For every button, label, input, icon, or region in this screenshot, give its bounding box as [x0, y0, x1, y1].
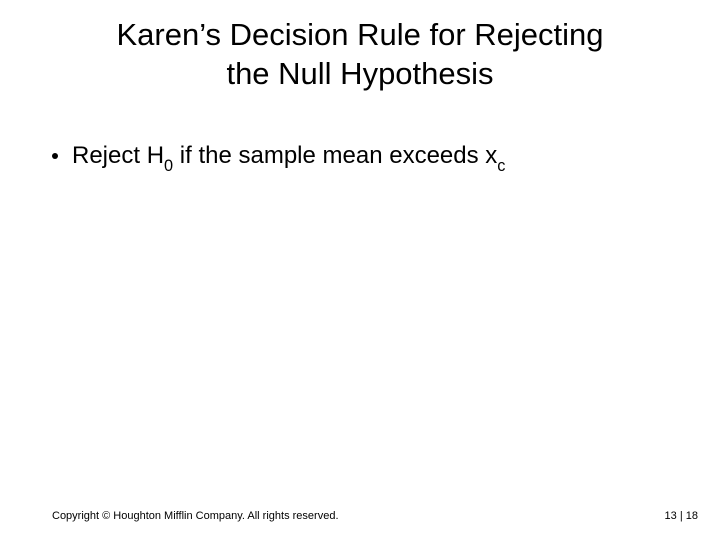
- bullet-mid: if the sample mean exceeds x: [173, 142, 497, 169]
- bullet-dot-icon: [52, 153, 58, 159]
- bullet-sub2: c: [497, 157, 505, 175]
- title-line-1: Karen’s Decision Rule for Rejecting: [116, 17, 603, 52]
- bullet-sub1: 0: [164, 157, 173, 175]
- footer-copyright: Copyright © Houghton Mifflin Company. Al…: [52, 510, 339, 522]
- bullet-pre: Reject H: [72, 142, 164, 169]
- slide: Karen’s Decision Rule for Rejecting the …: [0, 0, 720, 540]
- bullet-list: Reject H0 if the sample mean exceeds xc: [52, 140, 668, 175]
- footer-page-number: 13 | 18: [665, 510, 698, 522]
- slide-title: Karen’s Decision Rule for Rejecting the …: [60, 16, 660, 94]
- title-line-2: the Null Hypothesis: [226, 56, 493, 91]
- bullet-text: Reject H0 if the sample mean exceeds xc: [72, 140, 505, 175]
- bullet-item: Reject H0 if the sample mean exceeds xc: [52, 140, 668, 175]
